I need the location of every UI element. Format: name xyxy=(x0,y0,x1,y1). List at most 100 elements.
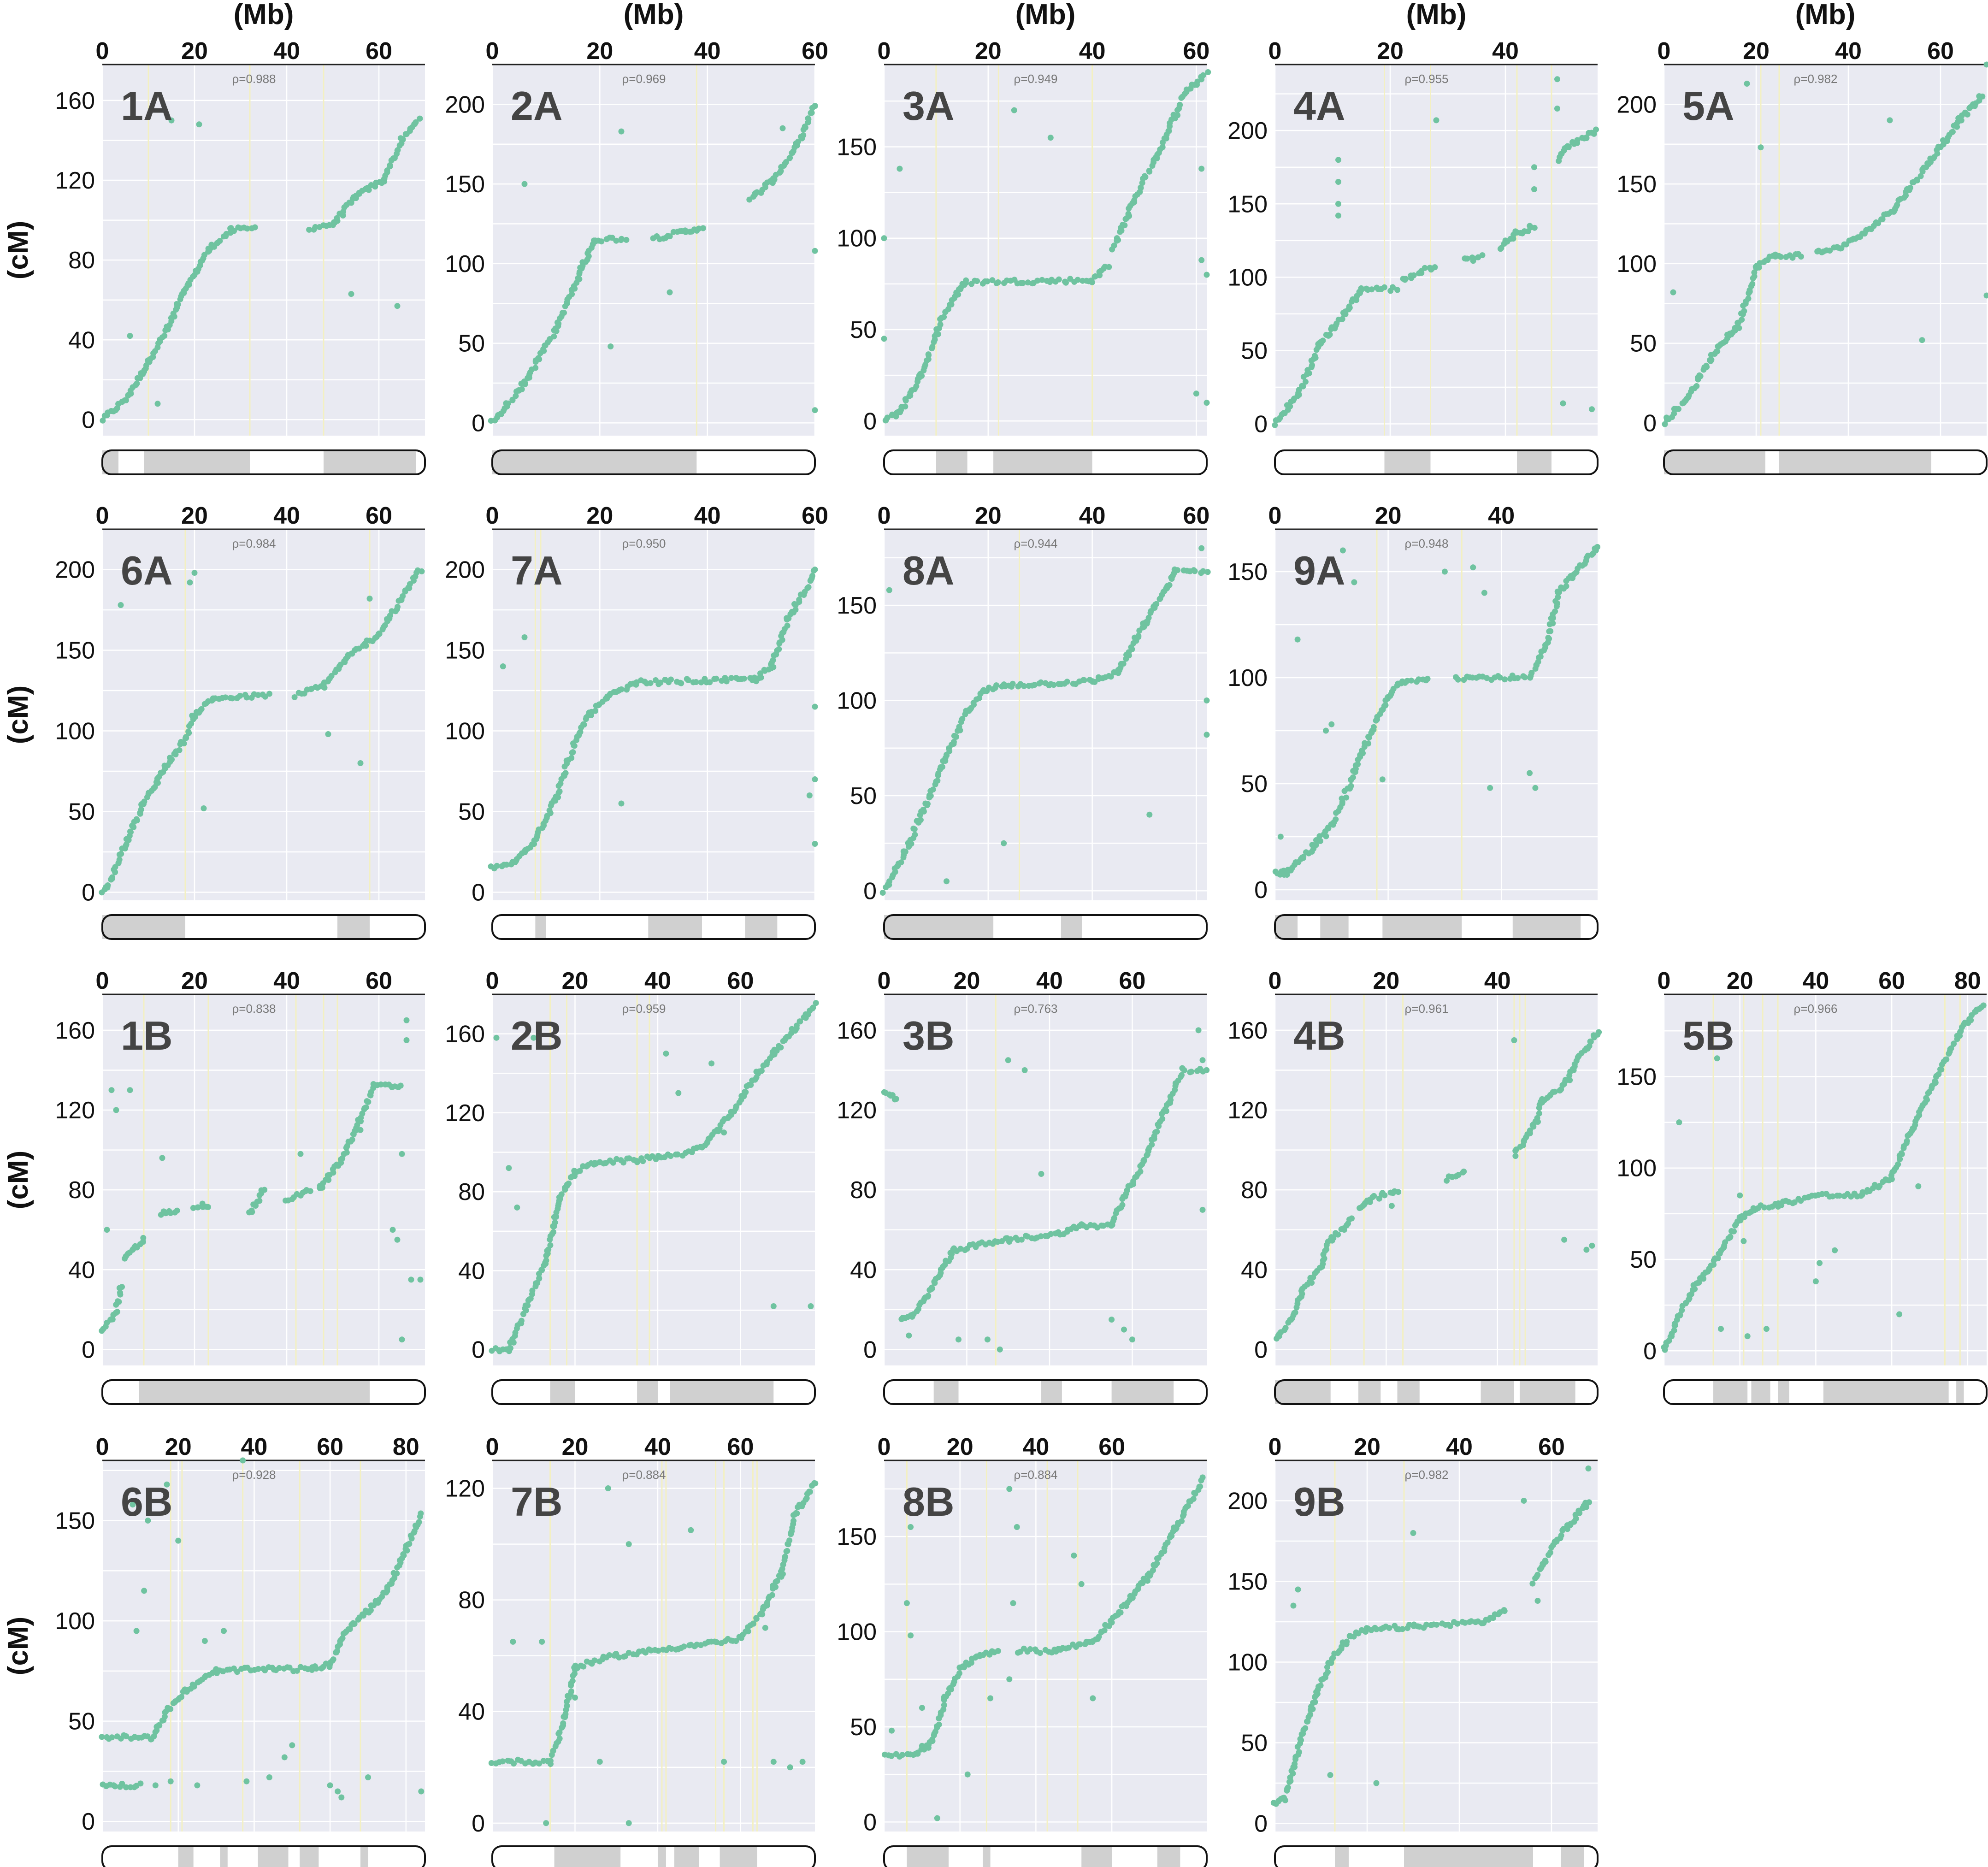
rho-annotation: ρ=0.763 xyxy=(1014,1002,1057,1016)
data-point xyxy=(1565,144,1572,150)
panel-label: 9A xyxy=(1293,548,1345,593)
data-point xyxy=(657,679,664,686)
data-point xyxy=(625,1649,632,1656)
data-point xyxy=(1302,378,1309,385)
data-point-outlier xyxy=(394,1236,401,1243)
data-point xyxy=(1111,1215,1117,1221)
data-point xyxy=(1312,1699,1318,1705)
data-point xyxy=(1056,276,1062,283)
data-point xyxy=(1484,675,1490,681)
data-point-outlier xyxy=(1487,785,1493,791)
chromosome-outline xyxy=(101,449,426,475)
data-point xyxy=(1339,316,1345,322)
data-point xyxy=(1371,1193,1377,1199)
data-point xyxy=(1722,1239,1728,1246)
y-tick-label: 40 xyxy=(458,1258,485,1284)
heterochromatin-band xyxy=(1713,1380,1748,1404)
y-tick-label: 0 xyxy=(1254,411,1268,438)
data-point xyxy=(1067,276,1074,282)
y-tick-label: 80 xyxy=(458,1179,485,1205)
y-tick-label: 0 xyxy=(82,407,95,433)
data-point xyxy=(140,1235,147,1241)
data-point-outlier xyxy=(1832,1247,1838,1253)
data-point xyxy=(547,1242,554,1248)
plot-area xyxy=(102,994,425,1365)
x-tick-label: 0 xyxy=(486,502,499,529)
data-point-outlier xyxy=(812,841,818,847)
data-point-outlier xyxy=(152,1782,159,1789)
data-point xyxy=(167,1706,174,1712)
data-point xyxy=(1432,264,1438,271)
points-4B xyxy=(1274,1029,1602,1342)
data-point-outlier xyxy=(1583,1247,1590,1253)
data-point xyxy=(522,379,528,386)
data-point xyxy=(626,1155,632,1162)
data-point xyxy=(1545,635,1551,641)
data-point xyxy=(1462,1619,1468,1626)
data-point xyxy=(1714,348,1721,354)
data-point xyxy=(1416,676,1422,683)
chromosome-ideogram xyxy=(1274,1379,1599,1405)
heterochromatin-band xyxy=(648,915,702,939)
data-point xyxy=(591,1657,598,1664)
data-point xyxy=(911,826,918,833)
data-point xyxy=(792,607,799,613)
data-point xyxy=(1528,670,1535,676)
x-tick-label: 80 xyxy=(1954,968,1981,994)
data-point xyxy=(542,1259,549,1266)
data-point-outlier xyxy=(787,1764,793,1771)
data-point xyxy=(1091,679,1098,685)
data-point xyxy=(618,686,625,692)
data-point xyxy=(953,733,959,740)
data-point xyxy=(1177,101,1183,108)
data-point xyxy=(1386,1625,1392,1631)
data-point-outlier xyxy=(1203,697,1210,703)
data-point-outlier xyxy=(1323,727,1329,734)
data-point-outlier xyxy=(1718,1326,1724,1332)
data-point xyxy=(391,1575,398,1581)
data-point xyxy=(1964,111,1970,118)
data-point xyxy=(1174,567,1181,573)
data-point xyxy=(178,1694,185,1700)
data-point xyxy=(1574,137,1581,143)
data-point xyxy=(984,278,991,284)
data-point-outlier xyxy=(531,1034,537,1041)
y-tick-label: 0 xyxy=(472,1810,485,1837)
data-point xyxy=(1935,1071,1942,1077)
data-point-outlier xyxy=(221,1628,227,1634)
data-point xyxy=(936,1721,942,1728)
data-point-outlier xyxy=(984,1336,991,1343)
panel-label: 2A xyxy=(511,83,563,129)
y-tick-label: 80 xyxy=(68,247,95,274)
data-point-outlier xyxy=(897,165,903,172)
data-point xyxy=(1671,410,1677,417)
data-point xyxy=(1135,632,1142,639)
chromosome-ideogram xyxy=(101,1379,426,1405)
data-point-outlier xyxy=(1328,721,1335,727)
chromosome-outline xyxy=(101,914,426,940)
chromosome-ideogram xyxy=(1274,1845,1599,1867)
data-point xyxy=(1096,1633,1102,1640)
data-point xyxy=(813,1000,819,1006)
data-point xyxy=(1542,1557,1548,1564)
x-tick-label: 0 xyxy=(486,968,499,994)
data-point-outlier xyxy=(812,703,818,710)
data-point-outlier xyxy=(1919,337,1925,343)
data-point xyxy=(119,1780,125,1787)
data-point xyxy=(229,695,236,702)
data-point-outlier xyxy=(297,1151,304,1157)
data-point xyxy=(1736,325,1742,331)
data-point-outlier xyxy=(1511,1037,1517,1043)
data-point xyxy=(902,849,908,855)
heterochromatin-band xyxy=(492,450,697,474)
data-point xyxy=(546,807,553,814)
plot-area xyxy=(1275,994,1598,1365)
heterochromatin-band xyxy=(1111,1380,1174,1404)
data-point-outlier xyxy=(1521,1498,1527,1504)
data-point-outlier xyxy=(521,634,528,640)
data-point-outlier xyxy=(201,1638,208,1644)
data-point xyxy=(1951,1040,1957,1047)
data-point xyxy=(1938,1066,1945,1073)
data-point xyxy=(1464,255,1470,262)
data-point xyxy=(1297,1736,1304,1742)
